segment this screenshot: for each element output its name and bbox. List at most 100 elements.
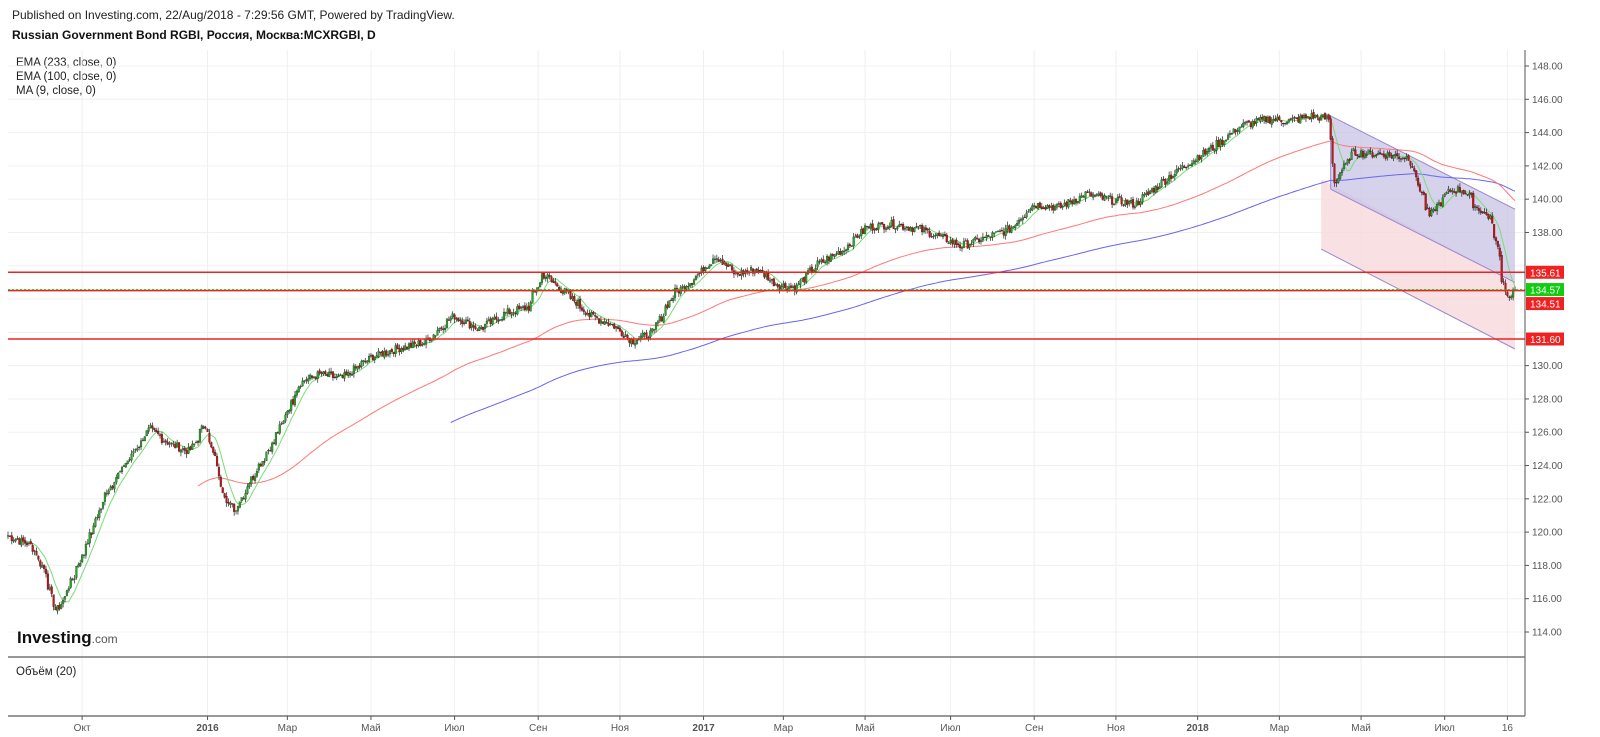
candle-body	[221, 487, 224, 493]
candle	[805, 272, 808, 285]
candle	[1175, 165, 1178, 177]
candle-body	[248, 483, 251, 488]
candle-body	[692, 279, 696, 285]
candle-body	[425, 338, 428, 345]
candle-body	[1133, 206, 1136, 208]
candle-body	[1483, 212, 1486, 214]
candle-body	[615, 326, 618, 329]
investing-logo: Investing.com	[17, 628, 118, 648]
candle-body	[1038, 202, 1041, 208]
candle	[1192, 158, 1195, 165]
candle	[582, 306, 585, 315]
candle-body	[145, 430, 148, 437]
candle	[1073, 196, 1076, 206]
candle-body	[117, 473, 120, 479]
candle	[1074, 198, 1078, 206]
candle-body	[527, 305, 530, 311]
candle	[1000, 227, 1003, 232]
candle	[871, 219, 874, 234]
candle-body	[691, 283, 694, 285]
candle	[1308, 116, 1311, 120]
candle	[103, 491, 106, 506]
candle	[888, 222, 891, 231]
candle	[82, 554, 86, 559]
candle	[350, 371, 354, 376]
candle-body	[1088, 191, 1091, 193]
legend-ma9[interactable]: MA (9, close, 0)	[16, 85, 96, 97]
y-tick-label: 146.00	[1532, 95, 1563, 106]
candle	[269, 446, 272, 452]
candle-body	[176, 442, 179, 448]
candle	[938, 230, 941, 237]
candle	[1418, 182, 1422, 193]
candle-body	[803, 277, 806, 283]
candle-body	[1411, 166, 1414, 168]
candle-body	[702, 267, 705, 271]
candle-body	[265, 451, 268, 461]
lower-channel-fill	[1321, 179, 1515, 349]
candle-body	[366, 360, 369, 363]
candle	[1048, 204, 1051, 211]
candle-body	[177, 442, 181, 452]
candle-body	[1092, 194, 1095, 198]
candle-body	[603, 321, 606, 325]
candle-body	[35, 551, 38, 556]
candle-body	[478, 326, 481, 331]
candle-body	[476, 329, 479, 331]
candle	[1076, 201, 1079, 205]
candle-body	[120, 466, 124, 473]
candle-body	[1346, 159, 1349, 164]
candle-body	[938, 232, 941, 236]
candle-body	[1057, 203, 1060, 205]
candle	[639, 333, 642, 343]
candle-body	[833, 254, 836, 257]
candle-body	[520, 306, 523, 309]
candle-body	[250, 476, 253, 485]
candle	[263, 458, 266, 466]
candle	[385, 349, 388, 358]
candle	[725, 262, 728, 270]
candle	[400, 346, 403, 355]
candle-body	[685, 286, 688, 290]
candle-body	[286, 410, 289, 415]
candle	[18, 537, 21, 545]
candle	[535, 287, 538, 296]
candle	[1424, 193, 1427, 211]
candle	[419, 339, 422, 347]
candle-body	[953, 240, 956, 245]
candle-body	[845, 249, 848, 251]
candle	[84, 540, 87, 559]
candle	[1162, 176, 1165, 182]
candle	[797, 280, 800, 286]
candle	[989, 236, 992, 241]
candle	[959, 241, 962, 251]
candle-body	[1059, 202, 1062, 208]
candle	[590, 310, 593, 318]
candle	[700, 265, 703, 276]
candle	[1251, 119, 1254, 130]
candle-body	[447, 319, 450, 321]
candle-body	[215, 456, 219, 467]
candle-body	[995, 231, 998, 233]
candle	[848, 242, 851, 248]
candle-body	[307, 378, 310, 382]
candle-body	[1323, 113, 1327, 120]
candle-body	[643, 332, 646, 335]
candle	[672, 295, 675, 304]
candle	[740, 267, 743, 280]
candle-body	[1508, 296, 1511, 298]
candle	[713, 255, 716, 264]
candle	[1257, 117, 1260, 121]
candle-body	[710, 264, 713, 267]
candle-body	[959, 244, 962, 249]
candle	[782, 280, 785, 290]
candle-body	[943, 234, 946, 237]
candle-body	[1073, 199, 1076, 204]
legend-ema100[interactable]: EMA (100, close, 0)	[16, 71, 117, 83]
candle	[913, 227, 916, 233]
candle-body	[947, 242, 950, 244]
x-tick-label: Мар	[774, 723, 794, 734]
candle-body	[816, 260, 819, 268]
candle-body	[1031, 205, 1034, 211]
